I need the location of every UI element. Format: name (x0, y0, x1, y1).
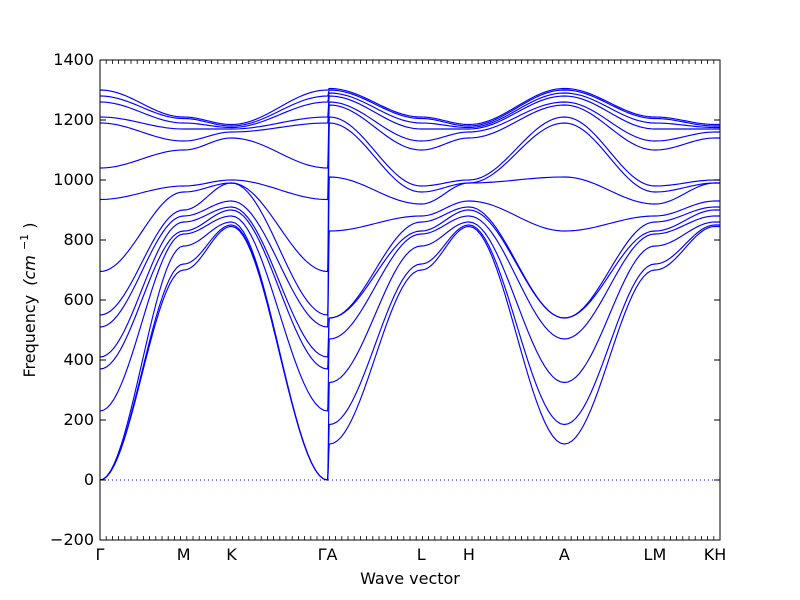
phonon-band (99, 224, 720, 481)
phonon-band (99, 176, 720, 316)
phonon-band (99, 215, 720, 412)
phonon-band (99, 122, 720, 273)
plot-frame (99, 59, 721, 541)
phonon-band (99, 209, 720, 370)
phonon-band (99, 87, 720, 126)
y-tick-label: 200 (63, 410, 94, 429)
x-tick-label: L (417, 545, 426, 564)
x-tick-label: H (463, 545, 475, 564)
y-tick-label: 600 (63, 290, 94, 309)
x-tick-label: A (559, 545, 570, 564)
y-tick-label: 0 (84, 470, 94, 489)
x-tick-label: ΓA (318, 545, 338, 564)
y-tick-label: 1200 (53, 110, 94, 129)
y-axis-title: Frequency (cm −1 ) (13, 222, 39, 377)
x-tick-label: K (226, 545, 237, 564)
high-symmetry-ticks: Γ M K ΓA L H A LM KH (96, 545, 727, 564)
x-axis-title: Wave vector (360, 569, 460, 588)
phonon-band (99, 95, 720, 130)
y-tick-label: 800 (63, 230, 94, 249)
phonon-band (99, 116, 720, 201)
phonon-band (99, 200, 720, 328)
x-tick-label: M (177, 545, 191, 564)
phonon-band (99, 104, 720, 169)
y-axis-title-close: ) (20, 222, 39, 228)
phonon-band (99, 92, 720, 129)
y-tick-label: 1400 (53, 50, 94, 69)
y-axis-title-unit: (cm (20, 255, 39, 286)
x-tick-label: KH (704, 545, 727, 564)
phonon-band (99, 221, 720, 481)
y-axis-title-unit-exp: −1 (18, 234, 31, 250)
phonon-band (99, 206, 720, 358)
y-tick-label: −200 (50, 530, 94, 549)
phonon-band (99, 225, 720, 481)
y-ticks: −200 0 200 400 600 800 1000 1200 1400 (50, 50, 720, 549)
x-tick-label: LM (644, 545, 667, 564)
y-tick-label: 1000 (53, 170, 94, 189)
phonon-band (99, 101, 720, 142)
bands-layer (99, 87, 720, 481)
y-axis-title-main: Frequency (20, 295, 39, 378)
y-tick-label: 400 (63, 350, 94, 369)
phonon-band (99, 89, 720, 127)
x-tick-label: Γ (96, 545, 105, 564)
